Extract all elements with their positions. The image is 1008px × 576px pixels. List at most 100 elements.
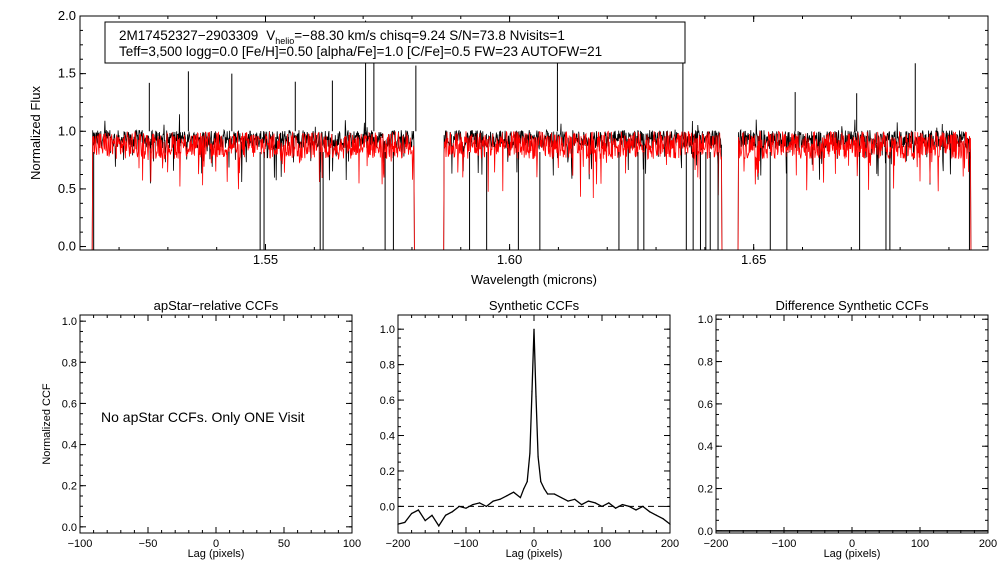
difference-ccf-ytick-label: 0.2 [698,484,713,496]
spectrum-ytick-label: 1.5 [58,66,76,81]
spectrum-ytick-label: 1.0 [58,123,76,138]
difference-ccf-ytick-label: 0.6 [698,399,713,411]
synthetic-ccf-ytick-label: 0.0 [380,501,395,513]
synthetic-ccf-xlabel: Lag (pixels) [506,548,563,560]
difference-ccf-xtick-label: −100 [772,538,797,550]
synthetic-ccf-point [587,500,590,502]
spectrum-xtick-label: 1.65 [741,252,766,267]
synthetic-ccf-point [560,496,562,499]
info-legend-box [104,21,686,64]
spectrum-ytick-label: 0.5 [58,181,76,196]
difference-ccf-frame [715,314,989,534]
synthetic-ccf-xtick-label: 200 [661,538,679,550]
synthetic-ccf-point [567,500,569,502]
synthetic-ccf-point [535,395,537,398]
difference-ccf-ytick-label: 0.8 [698,357,713,369]
synthetic-ccf-point [424,519,426,522]
synthetic-ccf-point [642,505,644,508]
info-line-1: 2M17452327−2903309 Vhelio=−88.30 km/s chi… [119,28,565,46]
apstar-ccf-title: apStar−relative CCFs [154,298,279,313]
difference-ccf-xtick-label: 0 [849,538,855,550]
difference-ccf-panel: Difference Synthetic CCFs −200 −100 0 100 20… [698,298,997,560]
difference-ccf-xtick-label: −200 [704,538,729,550]
difference-ccf-xtick-label: 100 [911,538,929,550]
synthetic-ccf-point [531,390,533,392]
spectrum-ytick-label: 0.0 [58,239,76,254]
apstar-ccf-ytick-label: 0.2 [62,481,77,493]
synthetic-ccf-point [417,509,419,511]
synthetic-ccf-point [581,504,583,506]
synthetic-ccf-point [492,500,494,502]
synthetic-ccf-point [472,504,474,506]
synthetic-ccf-point [601,505,603,508]
synthetic-ccf-point [479,502,481,504]
difference-ccf-ticks: −200 −100 0 100 200 0.0 0.2 0.4 0.6 0.8 1.0 [698,314,997,550]
synthetic-ccf-panel: Synthetic CCFs −200 −100 0 100 200 0.0 0.2 0.4 0… [380,298,679,560]
apstar-ccf-xtick-label: 0 [213,538,219,550]
difference-ccf-ytick-label: 1.0 [698,314,713,326]
synthetic-ccf-point [411,512,413,515]
spectrum-ylabel: Normalized Flux [28,86,43,180]
spectrum-xlabel: Wavelength (microns) [471,272,597,287]
synthetic-ccf-point [523,488,525,490]
synthetic-ccf-point [451,511,453,513]
difference-ccf-ytick-label: 0.4 [698,441,713,453]
apstar-ccf-ytick-label: 0.0 [62,522,77,534]
synthetic-ccf-point [431,514,433,516]
synthetic-ccf-point [662,518,664,520]
synthetic-ccf-ytick-label: 0.4 [380,431,395,443]
apstar-ccf-ytick-label: 0.4 [62,440,77,452]
synthetic-ccf-point [519,496,522,499]
apstar-ccf-xtick-label: 100 [343,538,361,550]
info-line-1-stats: =−88.30 km/s chisq=9.24 S/N=73.8 Nvisits… [294,28,565,43]
synthetic-ccf-point [506,495,508,497]
synthetic-ccf-xtick-label: 0 [531,538,537,550]
spectrum-frame [79,15,989,251]
synthetic-ccf-point [438,525,440,527]
apstar-ccf-panel: apStar−relative CCFs −100 −50 0 50 100 0.0 0.2… [41,298,361,560]
synthetic-ccf-point [547,493,549,495]
info-vhelio-subscript: helio [275,36,294,46]
synthetic-ccf-point [621,504,624,506]
spectrum-xtick-label: 1.55 [253,252,278,267]
apstar-ccf-ytick-label: 1.0 [62,316,77,328]
synthetic-ccf-point [445,514,447,516]
synthetic-ccf-point [458,505,460,508]
apstar-ccf-ytick-label: 0.8 [62,357,77,369]
synthetic-ccf-xtick-label: 100 [593,538,611,550]
spectrum-series-model [91,130,972,251]
synthetic-ccf-point [543,488,545,490]
synthetic-ccf-point [533,328,535,330]
apstar-ccf-ticks: −100 −50 0 50 100 0.0 0.2 0.4 0.6 0.8 1.0 [62,315,361,550]
synthetic-ccf-point [540,481,542,483]
synthetic-ccf-xtick-label: −100 [454,538,479,550]
apstar-ccf-ytick-label: 0.6 [62,398,77,410]
synthetic-ccf-point [553,493,556,495]
apstar-ccf-ylabel: Normalized CCF [41,383,53,465]
synthetic-ccf-point [537,456,539,458]
apstar-ccf-xlabel: Lag (pixels) [188,548,245,560]
spectrum-ytick-label: 2.0 [58,8,76,23]
synthetic-ccf-ytick-label: 0.8 [380,360,395,372]
synthetic-ccf-ytick-label: 0.2 [380,466,395,478]
synthetic-ccf-point [608,502,610,504]
spectrum-panel: 1.55 1.60 1.65 0.0 0.5 1.0 1.5 2.0 Wavelength (… [28,8,989,287]
synthetic-ccf-point [529,452,531,454]
no-ccf-message: No apStar CCFs. Only ONE Visit [101,409,305,425]
synthetic-ccf-point [499,498,501,500]
synthetic-ccf-plot-area [397,328,671,528]
synthetic-ccf-point [655,514,658,516]
info-vhelio-symbol: V [266,28,275,43]
apstar-ccf-xtick-label: −50 [139,538,158,550]
synthetic-ccf-point [594,502,596,504]
spectrum-ticks: 1.55 1.60 1.65 0.0 0.5 1.0 1.5 2.0 [58,8,988,267]
synthetic-ccf-point [649,511,651,513]
synthetic-ccf-ytick-label: 0.6 [380,395,395,407]
synthetic-ccf-point [628,505,630,508]
difference-ccf-xtick-label: 200 [979,538,997,550]
synthetic-ccf-point [526,481,528,483]
apstar-ccf-xtick-label: 50 [278,538,290,550]
spectrum-series-observed [91,114,972,251]
synthetic-ccf-point [404,521,406,523]
